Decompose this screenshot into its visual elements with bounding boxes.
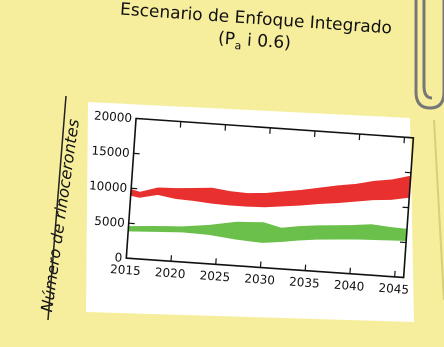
paper-clip-icon [414, 0, 444, 110]
y-tick-label-0: 0 [114, 250, 123, 264]
x-tick-label-2015: 2015 [110, 262, 141, 278]
y-tick-label-15000: 15000 [91, 143, 130, 160]
y-tick-label-5000: 5000 [94, 214, 125, 230]
plot-area: 2015 2020 2025 2030 2035 2040 2045 0 5000 10000 15… [89, 109, 415, 297]
x-tick-label-2025: 2025 [199, 268, 230, 284]
note-edge [433, 119, 444, 301]
x-tick-label-2035: 2035 [289, 275, 320, 291]
y-label-rule [47, 95, 67, 321]
x-tick-label-2040: 2040 [333, 278, 364, 294]
x-tick-label-2045: 2045 [378, 281, 409, 297]
y-tick-label-20000: 20000 [93, 109, 132, 126]
plot-panel [86, 102, 414, 322]
y-tick-label-10000: 10000 [89, 178, 128, 195]
x-tick-label-2020: 2020 [154, 265, 185, 281]
x-tick-label-2030: 2030 [244, 271, 275, 287]
